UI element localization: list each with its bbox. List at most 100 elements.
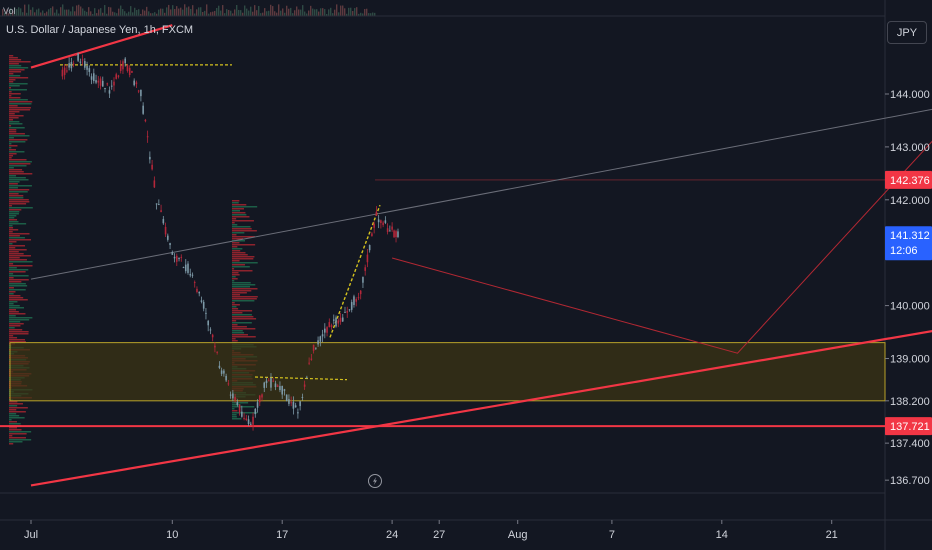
candle-body: [380, 220, 382, 224]
volume-bar: [214, 10, 216, 16]
time-tick-label: 14: [716, 529, 728, 541]
volume-profile-bar: [9, 311, 19, 313]
price-axis[interactable]: 144.000 143.000 142.000 140.000 139.000 138.2…: [885, 89, 930, 487]
volume-profile-bar: [9, 65, 22, 67]
volume-bar: [348, 7, 350, 16]
candle-body: [122, 61, 124, 70]
volume-profile-bar: [9, 93, 21, 95]
symbol-title[interactable]: U.S. Dollar / Japanese Yen, 1h, FXCM: [6, 24, 194, 36]
candle-body: [391, 226, 393, 230]
volume-profile-bar: [9, 159, 27, 161]
volume-profile-bar: [9, 97, 21, 99]
volume-bar: [170, 9, 172, 16]
volume-bar: [236, 4, 238, 17]
candle-body: [362, 277, 364, 283]
volume-bar: [34, 12, 36, 16]
candle-body: [384, 220, 387, 223]
volume-profile-bar: [9, 257, 20, 259]
volume-profile-bar: [9, 403, 23, 405]
volume-bar: [304, 11, 306, 16]
volume-bar: [54, 12, 56, 16]
volume-profile-bar: [232, 256, 255, 258]
volume-bar: [104, 5, 106, 16]
candle-body: [160, 210, 162, 213]
volume-strip: [2, 4, 376, 17]
volume-bar: [312, 8, 314, 16]
volume-bar: [334, 9, 336, 16]
volume-bar: [166, 7, 168, 16]
candle-body: [223, 370, 225, 374]
volume-bar: [360, 12, 362, 16]
volume-profile-bar: [9, 225, 13, 227]
volume-bar: [226, 9, 228, 16]
volume-bar: [100, 8, 102, 16]
volume-profile-bar: [232, 254, 248, 256]
volume-profile-bar: [9, 201, 30, 203]
volume-profile-bar: [9, 315, 16, 317]
volume-profile-bar: [9, 83, 28, 85]
candle-body: [119, 65, 122, 71]
volume-profile-bar: [9, 243, 13, 245]
volume-bar: [126, 13, 128, 16]
volume-profile-bar: [9, 269, 29, 271]
projection-path: [391, 131, 932, 354]
volume-bar: [224, 13, 226, 16]
time-axis[interactable]: Jul 10 17 24 27 Aug 7 14 21: [24, 520, 838, 541]
candle-body: [133, 80, 135, 86]
volume-profile-bar: [9, 121, 20, 123]
volume-bar: [232, 13, 234, 16]
volume-bar: [168, 4, 170, 16]
volume-profile-bar: [232, 220, 254, 222]
volume-profile-bar: [9, 341, 26, 343]
lightning-icon[interactable]: [368, 474, 382, 488]
volume-bar: [216, 8, 218, 16]
candle-body: [357, 297, 360, 299]
candle-body: [285, 394, 288, 402]
volume-bar: [116, 13, 118, 16]
support-zone-rect[interactable]: [9, 342, 886, 402]
volume-profile-bar: [232, 224, 238, 226]
volume-profile-bar: [9, 129, 17, 131]
candle-body: [324, 328, 326, 333]
volume-profile-bar: [9, 153, 17, 155]
volume-profile-bar: [232, 318, 257, 320]
dashed-trend[interactable]: [329, 204, 381, 338]
volume-bar: [358, 13, 360, 16]
volume-bar: [274, 11, 276, 16]
candle-body: [250, 423, 252, 425]
volume-profile-bar: [232, 202, 239, 204]
candle-body: [290, 402, 292, 404]
candle-body: [169, 243, 171, 246]
volume-bar: [228, 9, 230, 16]
volume-bar: [324, 9, 326, 16]
trend-line[interactable]: [30, 105, 932, 280]
volume-profile-bar: [232, 276, 236, 278]
currency-badge[interactable]: JPY: [887, 21, 927, 44]
candle-body: [128, 67, 131, 75]
trend-line[interactable]: [30, 327, 932, 487]
candle-body: [101, 80, 104, 87]
candle-body: [86, 65, 88, 70]
volume-profile-bar: [9, 303, 14, 305]
trend-line[interactable]: [30, 24, 173, 69]
candle-body: [274, 383, 277, 388]
volume-bar: [70, 11, 72, 16]
volume-bar: [68, 9, 70, 16]
projection-line[interactable]: [391, 131, 932, 354]
volume-bar: [350, 7, 352, 16]
volume-bar: [246, 8, 248, 16]
candle-body: [308, 362, 310, 364]
volume-bar: [52, 6, 54, 16]
price-label-value: 141.312: [890, 230, 930, 242]
volume-profile-bar: [9, 265, 33, 267]
candle-body: [200, 300, 203, 302]
candle-body: [205, 312, 207, 314]
price-label-bg: [885, 417, 932, 436]
candle-body: [294, 405, 297, 408]
volume-bar: [26, 12, 28, 16]
dashed-level[interactable]: [254, 376, 348, 381]
volume-bar: [192, 5, 194, 16]
volume-bar: [286, 5, 288, 16]
volume-profile-bar: [9, 63, 19, 65]
